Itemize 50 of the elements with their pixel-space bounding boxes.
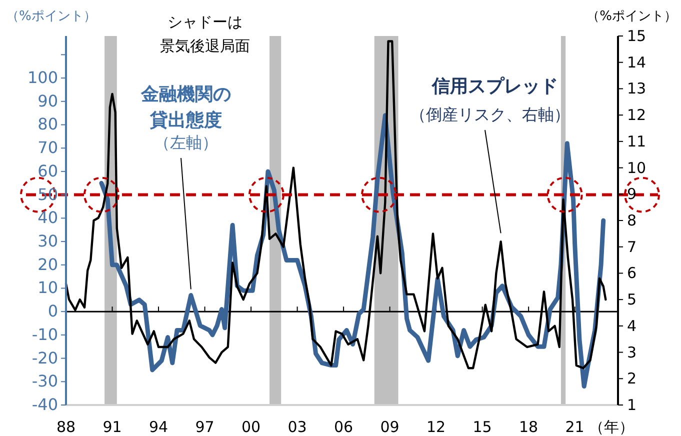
x-tick-label: 88 (56, 418, 76, 436)
y-tick-label: 20 (38, 254, 58, 274)
y-tick-label: 60 (38, 161, 58, 180)
y-tick-label: 90 (38, 91, 58, 110)
y2-axis-title: （%ポイント） (586, 9, 677, 24)
y-tick-label: 10 (38, 278, 58, 298)
text: 金融機関の貸出態度 (140, 84, 231, 131)
y-tick-label: -10 (32, 324, 58, 344)
y2-tick-label: 4 (627, 316, 637, 335)
y2-tick-label: 9 (627, 185, 637, 204)
y2-tick-label: 15 (627, 27, 646, 45)
y-tick-label: 100 (27, 68, 58, 88)
x-tick-label: 03 (288, 418, 307, 436)
y2-tick-label: 1 (627, 396, 637, 414)
y-tick-label: 30 (38, 232, 58, 251)
y2-tick-label: 7 (627, 238, 637, 256)
y2-tick-label: 10 (627, 158, 646, 177)
y-tick-label: -20 (32, 348, 58, 368)
y-axis-title: （%ポイント） (6, 9, 96, 24)
text: シャドーは (168, 13, 242, 31)
y2-tick-label: 3 (627, 343, 637, 362)
annotation: （左軸） (154, 133, 218, 152)
y2-tick-label: 14 (627, 53, 646, 72)
x-tick-label: 00 (241, 418, 261, 436)
y-tick-label: 0 (48, 302, 58, 321)
y-tick-label: 40 (38, 208, 58, 228)
y-tick-label: 70 (38, 138, 58, 158)
x-tick-label: 94 (148, 418, 168, 436)
y-tick-label: -40 (32, 395, 58, 414)
annotation: （倒産リスク、右軸） (410, 105, 570, 124)
x-tick-label: 06 (334, 418, 354, 436)
y2-tick-label: 8 (627, 212, 637, 230)
y2-tick-label: 5 (627, 290, 637, 309)
x-axis-title: （年） (588, 418, 634, 436)
y2-tick-label: 13 (627, 80, 646, 98)
y2-tick-label: 6 (627, 264, 637, 282)
y2-tick-label: 12 (627, 106, 646, 124)
y-tick-label: 80 (38, 114, 58, 134)
annotation: 景気後退局面 (160, 37, 250, 55)
x-tick-label: 97 (195, 418, 214, 436)
text: 信用スプレッド (431, 76, 558, 97)
y2-tick-label: 11 (627, 132, 646, 150)
x-tick-label: 12 (426, 418, 446, 436)
x-tick-label: 21 (565, 418, 584, 436)
x-tick-label: 15 (472, 418, 492, 436)
y-tick-label: -30 (32, 372, 58, 391)
x-tick-label: 18 (519, 418, 538, 436)
x-tick-label: 09 (380, 418, 400, 436)
x-tick-label: 91 (102, 418, 122, 436)
y2-tick-label: 2 (627, 370, 637, 388)
